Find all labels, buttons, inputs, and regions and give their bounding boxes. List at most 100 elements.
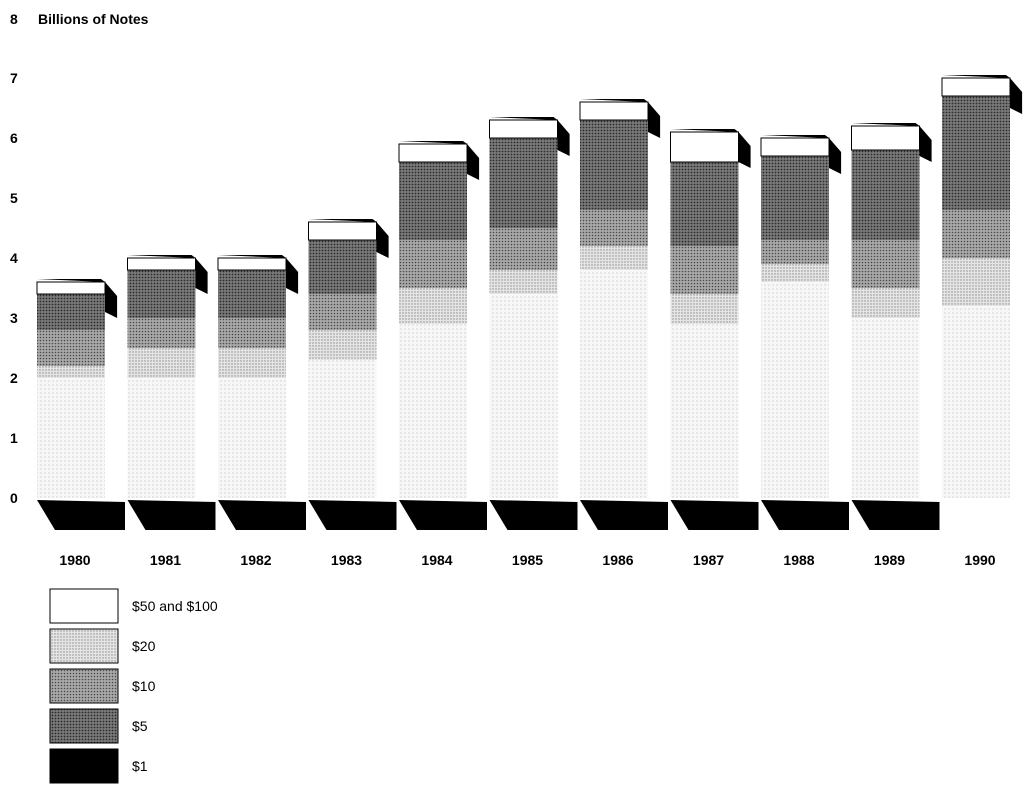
bar-segment--10 xyxy=(580,210,648,246)
y-tick-label: 4 xyxy=(10,250,18,266)
bar-stack-1986 xyxy=(579,99,661,498)
bar-side-shadow xyxy=(829,138,842,174)
bar-segment--50-and-100 xyxy=(127,257,196,271)
legend: $50 and $100 $20 $10 $5 $1 xyxy=(49,588,218,784)
bar-segment--20 xyxy=(218,270,286,318)
bar-stack-1989 xyxy=(851,123,932,498)
bar-segment--20 xyxy=(489,138,558,228)
bar-top-edge xyxy=(218,255,286,258)
bar-top-edge xyxy=(127,255,196,258)
legend-item: $20 xyxy=(49,628,156,664)
bar-side-shadow xyxy=(738,132,751,168)
y-tick-label: 1 xyxy=(10,430,18,446)
legend-swatch xyxy=(49,628,119,664)
bar-top-edge xyxy=(670,129,739,132)
bar-side-shadow xyxy=(467,144,480,180)
bar-side-shadow xyxy=(286,258,299,294)
bar-segment--5 xyxy=(37,366,105,378)
x-tick-label: 1985 xyxy=(512,552,543,568)
bar-segment--20 xyxy=(580,120,648,210)
bar-segment--20 xyxy=(761,156,829,240)
bar-segment--1 xyxy=(942,306,1010,498)
x-tick-label: 1988 xyxy=(783,552,814,568)
legend-swatch xyxy=(49,748,119,784)
bar-segment--50-and-100 xyxy=(398,143,468,163)
bar-segment--1 xyxy=(218,378,286,498)
bar-stack-1990 xyxy=(941,75,1023,498)
x-tick-label: 1980 xyxy=(59,552,90,568)
bar-segment--10 xyxy=(761,240,829,264)
bar-stack-1984 xyxy=(398,141,480,498)
bar-side-shadow xyxy=(919,126,932,162)
legend-label: $10 xyxy=(132,678,156,694)
base-slab xyxy=(308,500,397,530)
bar-segment--10 xyxy=(670,246,739,294)
bar-top-edge xyxy=(942,75,1010,78)
legend-label: $1 xyxy=(132,758,148,774)
bars xyxy=(36,75,1023,498)
bar-segment--50-and-100 xyxy=(851,125,920,151)
bar-top-edge xyxy=(37,279,105,282)
x-tick-label: 1990 xyxy=(964,552,995,568)
chart-title: Billions of Notes xyxy=(38,11,149,27)
x-tick-label: 1989 xyxy=(874,552,905,568)
bar-segment--50-and-100 xyxy=(308,221,377,241)
bar-segment--1 xyxy=(851,318,920,498)
legend-swatch xyxy=(49,668,119,704)
x-tick-label: 1987 xyxy=(693,552,724,568)
base-slab xyxy=(218,500,306,530)
bar-segment--20 xyxy=(942,96,1010,210)
bar-side-shadow xyxy=(376,222,389,258)
bar-segment--1 xyxy=(489,294,558,498)
base-slab xyxy=(399,500,487,530)
base-slab xyxy=(670,500,759,530)
bar-segment--10 xyxy=(218,318,286,348)
legend-item: $5 xyxy=(49,708,148,744)
bar-segment--5 xyxy=(399,288,467,324)
bar-segment--5 xyxy=(127,348,196,378)
bar-segment--20 xyxy=(127,270,196,318)
base-slab xyxy=(37,500,125,530)
y-tick-label: 6 xyxy=(10,130,18,146)
bar-segment--50-and-100 xyxy=(941,77,1011,97)
bar-top-edge xyxy=(580,99,648,102)
bar-top-edge xyxy=(851,123,920,126)
bar-segment--5 xyxy=(942,258,1010,306)
bar-segment--10 xyxy=(399,240,467,288)
bar-segment--1 xyxy=(761,282,829,498)
bar-segment--1 xyxy=(37,378,105,498)
bar-stack-1980 xyxy=(36,279,118,498)
bar-segment--5 xyxy=(761,264,829,282)
legend-item: $1 xyxy=(49,748,148,784)
bar-stack-1987 xyxy=(670,129,751,498)
bar-segment--5 xyxy=(580,246,648,270)
bar-top-edge xyxy=(399,141,467,144)
legend-swatch xyxy=(49,708,119,744)
bar-segment--5 xyxy=(489,270,558,294)
bar-segment--50-and-100 xyxy=(670,131,739,163)
y-tick-label: 3 xyxy=(10,310,18,326)
bar-segment--50-and-100 xyxy=(489,119,558,139)
bar-segment--1 xyxy=(399,324,467,498)
y-axis: 0 1 2 3 4 5 6 7 8 xyxy=(10,11,18,506)
legend-item: $10 xyxy=(49,668,156,704)
bar-segment--20 xyxy=(308,240,377,294)
y-tick-label: 5 xyxy=(10,190,18,206)
bar-segment--20 xyxy=(670,162,739,246)
bar-segment--20 xyxy=(37,294,105,330)
bar-segment--5 xyxy=(218,348,286,378)
bar-top-edge xyxy=(761,135,829,138)
y-tick-label: 7 xyxy=(10,70,18,86)
base-slab xyxy=(127,500,216,530)
bar-side-shadow xyxy=(648,102,661,138)
bar-segment--10 xyxy=(942,210,1010,258)
bar-segment--5 xyxy=(851,288,920,318)
legend-label: $20 xyxy=(132,638,156,654)
base-slab xyxy=(580,500,668,530)
x-axis: 1980 1981 1982 1983 1984 1985 1986 1987 1988 1989… xyxy=(59,552,995,568)
bar-segment--5 xyxy=(670,294,739,324)
bar-segment--20 xyxy=(851,150,920,240)
bar-segment--10 xyxy=(851,240,920,288)
bar-segment--20 xyxy=(399,162,467,240)
y-tick-label: 8 xyxy=(10,11,18,27)
